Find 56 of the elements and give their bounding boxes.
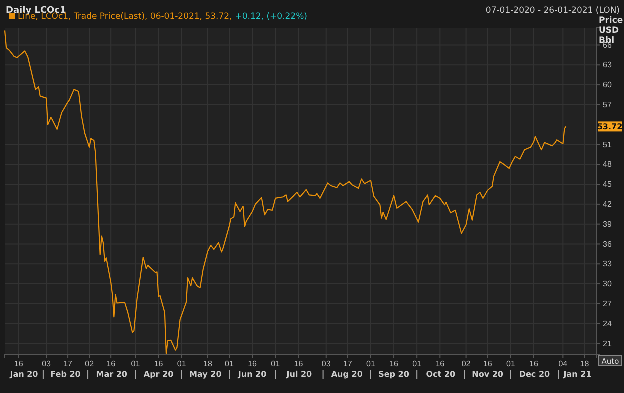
x-tick-label: 02 xyxy=(85,360,95,369)
y-tick-label: 39 xyxy=(603,220,612,229)
text: Aug 20 xyxy=(331,370,364,379)
y-tick-label: 42 xyxy=(603,200,612,209)
x-tick-label: 01 xyxy=(225,360,234,369)
x-tick-label: 01 xyxy=(366,360,376,369)
x-tick-label: 04 xyxy=(558,360,568,369)
x-tick-label: 01 xyxy=(506,360,516,369)
text: Dec 20 xyxy=(519,370,551,379)
x-tick-label: 16 xyxy=(154,360,164,369)
chart-subtitle: 07-01-2020 - 26-01-2021 (LON) xyxy=(486,6,620,16)
x-tick-label: 16 xyxy=(530,360,539,369)
text: May 20 xyxy=(190,370,222,379)
text: Oct 20 xyxy=(426,370,456,379)
text: Jun 20 xyxy=(237,370,268,379)
x-tick-label: 01 xyxy=(131,360,141,369)
x-tick-label: 17 xyxy=(343,360,353,369)
text: +0.12, (+0.22%) xyxy=(235,12,308,22)
text: Sep 20 xyxy=(378,370,410,379)
text: Feb 20 xyxy=(50,370,82,379)
y-tick-label: 57 xyxy=(603,100,612,110)
x-tick-label: 17 xyxy=(64,360,74,369)
x-tick-label: 16 xyxy=(294,360,304,369)
y-tick-label: 27 xyxy=(603,299,612,308)
x-tick-label: 16 xyxy=(106,360,116,369)
y-tick-label: 48 xyxy=(603,160,612,170)
x-tick-label: 03 xyxy=(42,360,52,369)
text: Jan 21 xyxy=(562,370,592,379)
text: Nov 20 xyxy=(472,370,504,379)
x-tick-label: 02 xyxy=(462,360,472,369)
x-tick-label: 16 xyxy=(248,360,258,369)
text: Jul 20 xyxy=(286,370,313,379)
x-tick-label: 18 xyxy=(204,360,213,369)
x-tick-label: 03 xyxy=(322,360,332,369)
y-tick-label: 63 xyxy=(603,60,612,70)
line-series xyxy=(4,30,567,354)
x-tick-label: 01 xyxy=(271,360,281,369)
y-tick-label: 21 xyxy=(603,339,612,348)
text: Apr 20 xyxy=(144,370,174,379)
y-tick-label: 36 xyxy=(603,240,612,249)
y-tick-label: 51 xyxy=(603,140,612,150)
x-tick-label: 16 xyxy=(390,360,400,369)
text: 53.72 xyxy=(597,122,623,132)
y-tick-label: 30 xyxy=(603,280,612,289)
x-tick-label: 16 xyxy=(436,360,446,369)
x-tick-label: 01 xyxy=(412,360,422,369)
y-tick-label: 45 xyxy=(603,180,612,190)
x-tick-label: 01 xyxy=(177,360,187,369)
x-tick-label: 18 xyxy=(580,360,590,369)
y-tick-label: 24 xyxy=(603,319,612,328)
text: Mar 20 xyxy=(96,370,128,379)
text: Jan 20 xyxy=(9,370,39,379)
y-tick-label: 33 xyxy=(603,260,612,269)
y-tick-label: 60 xyxy=(603,80,612,90)
x-tick-label: 16 xyxy=(14,360,24,369)
x-tick-label: 16 xyxy=(483,360,493,369)
